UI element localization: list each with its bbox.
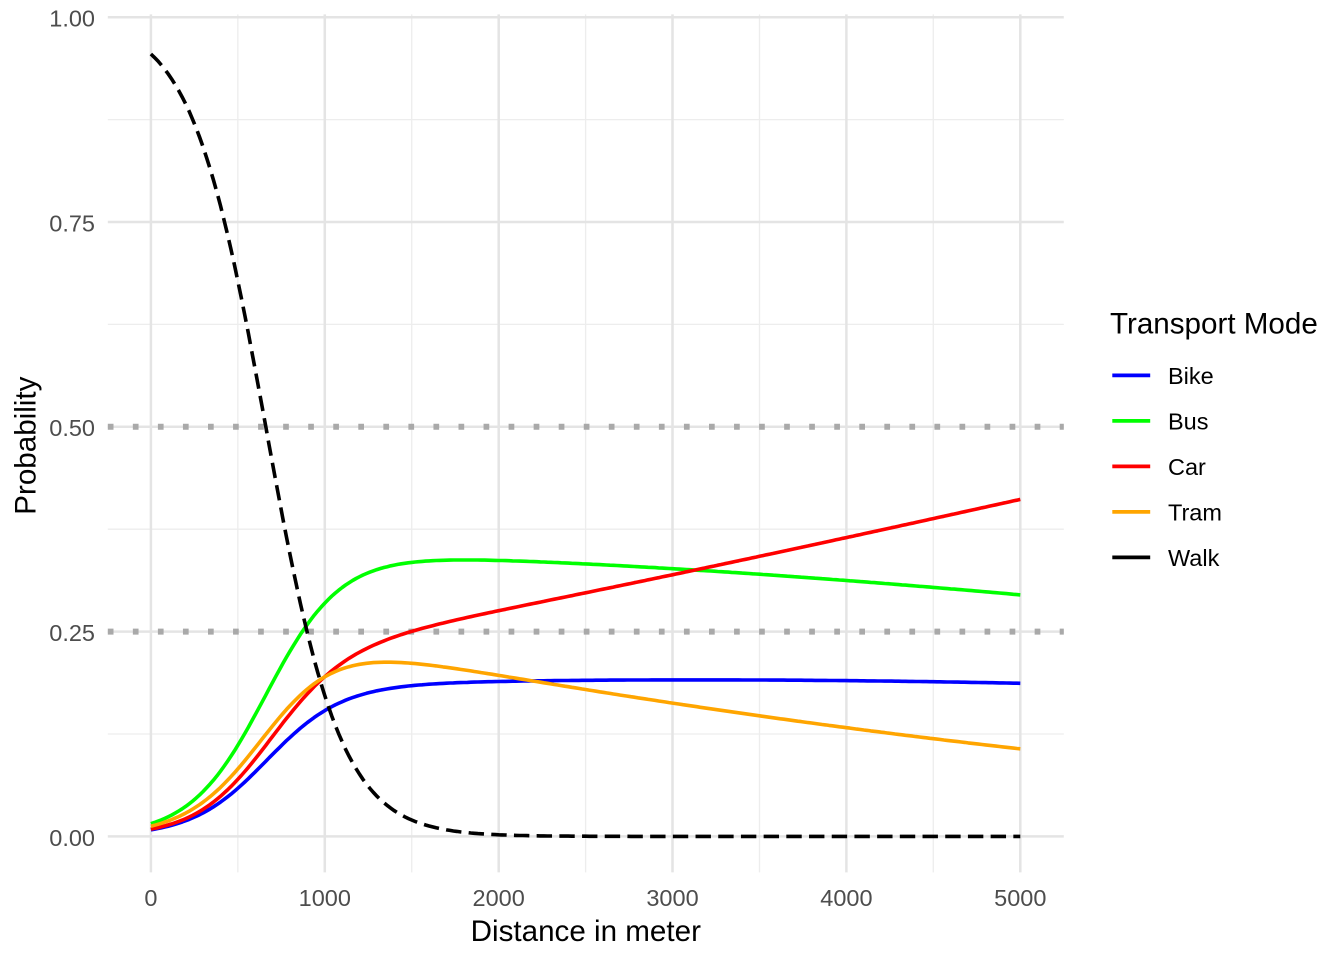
svg-text:0.25: 0.25 (49, 620, 95, 646)
svg-text:1.00: 1.00 (49, 6, 95, 32)
svg-text:Car: Car (1168, 454, 1206, 480)
svg-text:4000: 4000 (820, 885, 872, 911)
svg-text:Probability: Probability (10, 376, 43, 514)
svg-text:Walk: Walk (1168, 545, 1220, 571)
svg-text:3000: 3000 (646, 885, 698, 911)
svg-text:5000: 5000 (994, 885, 1046, 911)
svg-text:Bike: Bike (1168, 363, 1214, 389)
svg-text:Distance in meter: Distance in meter (471, 915, 701, 948)
svg-text:0.50: 0.50 (49, 415, 95, 441)
svg-text:Transport Mode: Transport Mode (1110, 308, 1318, 341)
svg-text:0: 0 (144, 885, 157, 911)
svg-text:2000: 2000 (473, 885, 525, 911)
svg-text:1000: 1000 (299, 885, 351, 911)
svg-text:Tram: Tram (1168, 499, 1222, 525)
svg-text:Bus: Bus (1168, 408, 1209, 434)
svg-text:0.75: 0.75 (49, 210, 95, 236)
svg-text:0.00: 0.00 (49, 825, 95, 851)
